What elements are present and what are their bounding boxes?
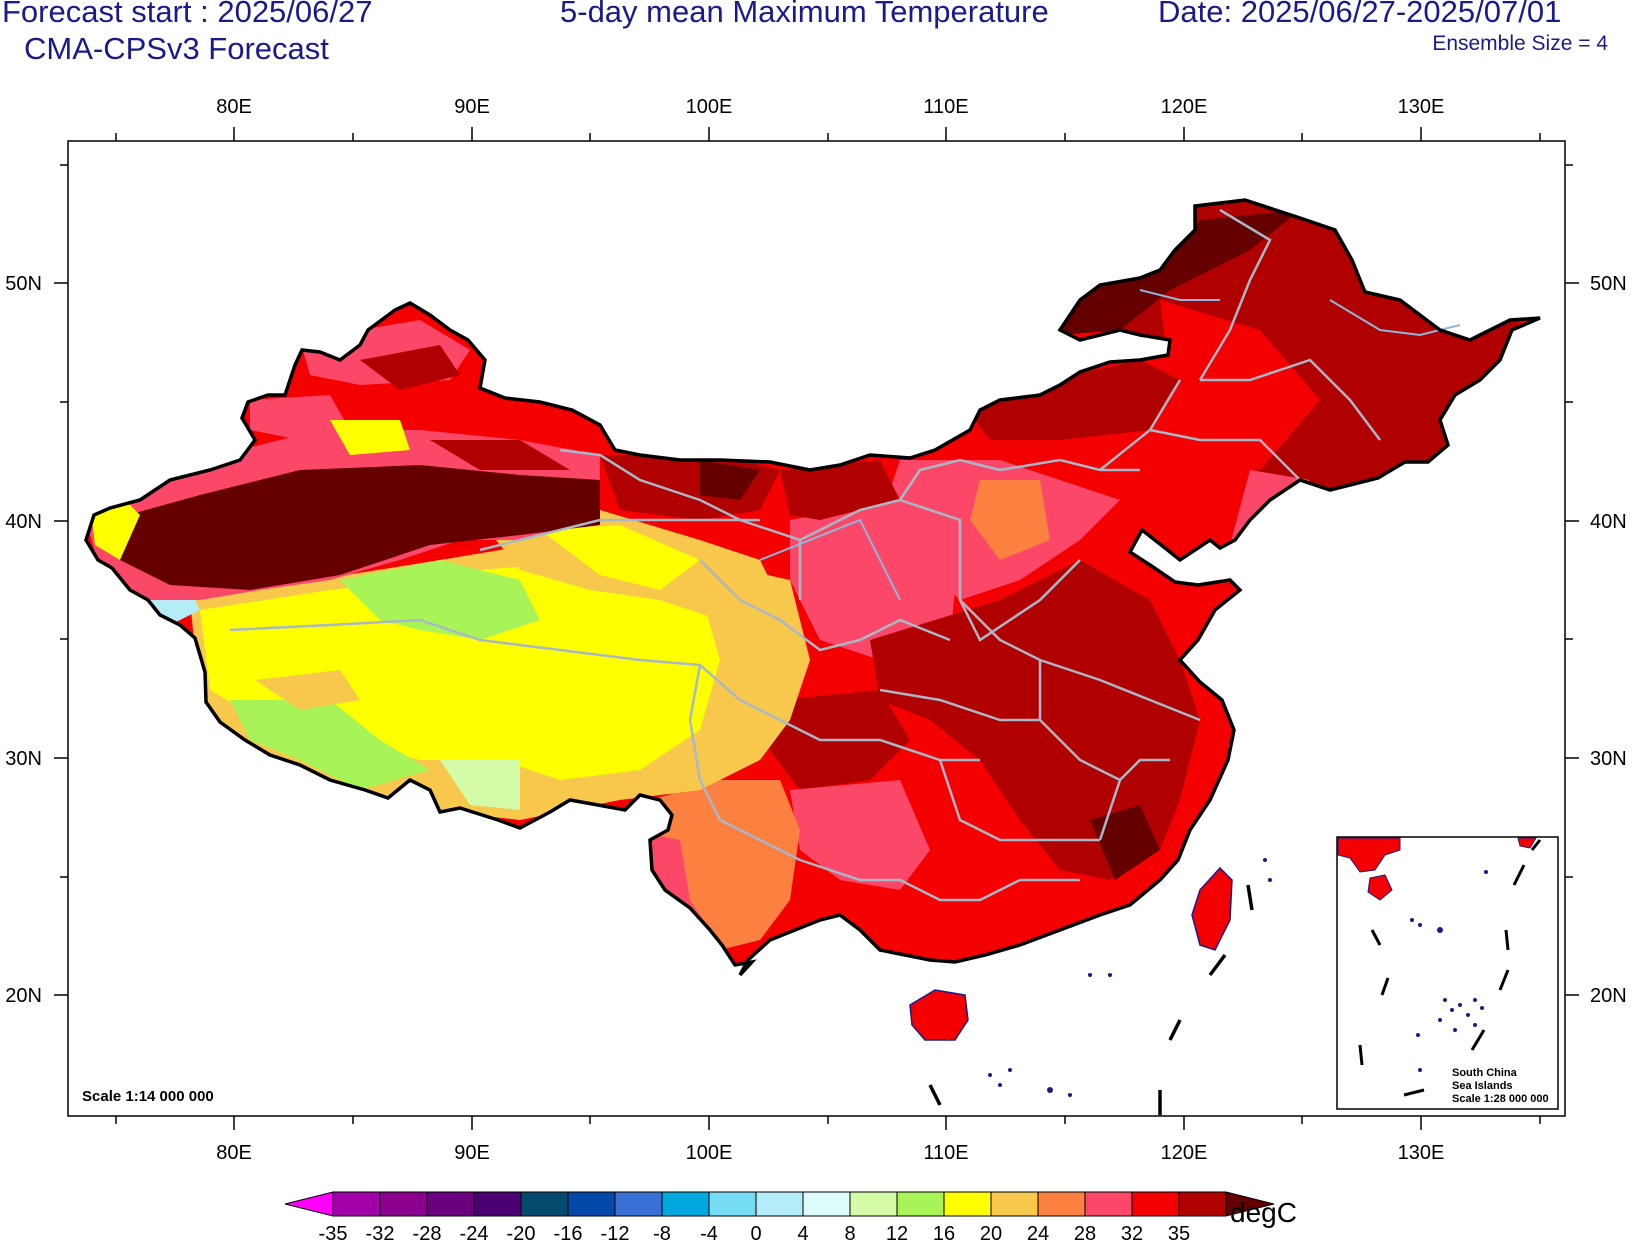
lat-label: 20N: [1590, 985, 1627, 1007]
colorbar-swatch: [567, 1191, 616, 1217]
colorbar-swatch: [614, 1191, 663, 1217]
lon-label: 100E: [686, 96, 733, 118]
lat-label: 40N: [1590, 511, 1627, 533]
colorbar-level-label: -24: [460, 1223, 489, 1241]
colorbar-level-label: 4: [797, 1223, 808, 1241]
colorbar-swatch: [661, 1191, 710, 1217]
hainan-island: [909, 989, 969, 1041]
colorbar-level-label: -8: [653, 1223, 671, 1241]
colorbar-swatch: [1178, 1191, 1227, 1217]
colorbar-level-label: -12: [601, 1223, 630, 1241]
colorbar-level-label: 12: [886, 1223, 908, 1241]
colorbar-swatch: [1037, 1191, 1086, 1217]
colorbar-level-label: 35: [1168, 1223, 1190, 1241]
colorbar-swatch: [990, 1191, 1039, 1217]
colorbar-level-label: 0: [750, 1223, 761, 1241]
colorbar-swatch: [802, 1191, 851, 1217]
lon-label: 130E: [1398, 1142, 1445, 1164]
lat-label: 50N: [1590, 273, 1627, 295]
lon-labels-bottom: 80E 90E 100E 110E 120E 130E: [216, 1142, 1444, 1164]
colorbar-level-label: 8: [844, 1223, 855, 1241]
colorbar-level-label: -16: [554, 1223, 583, 1241]
inset-subtitle: Sea Islands: [1452, 1080, 1513, 1092]
colorbar-level-label: -32: [366, 1223, 395, 1241]
lon-label: 100E: [686, 1142, 733, 1164]
colorbar-swatch: [896, 1191, 945, 1217]
map-title: 5-day mean Maximum Temperature: [560, 0, 1049, 29]
colorbar-level-label: 20: [980, 1223, 1002, 1241]
colorbar-level-label: 24: [1027, 1223, 1049, 1241]
colorbar-swatch: [332, 1191, 381, 1217]
model-label: CMA-CPSv3 Forecast: [24, 31, 329, 66]
colorbar-swatch: [1225, 1191, 1275, 1217]
date-range-label: Date: 2025/06/27-2025/07/01: [1158, 0, 1562, 29]
inset-scale: Scale 1:28 000 000: [1452, 1093, 1549, 1105]
taiwan-island: [1191, 866, 1233, 951]
lon-label: 90E: [454, 96, 490, 118]
lon-label: 110E: [923, 96, 968, 118]
colorbar-level-label: 16: [933, 1223, 955, 1241]
colorbar-swatch: [943, 1191, 992, 1217]
colorbar-unit: degC: [1230, 1197, 1297, 1228]
lon-label: 90E: [454, 1142, 490, 1164]
lat-label: 40N: [5, 511, 42, 533]
lat-label: 50N: [5, 273, 42, 295]
colorbar-level-label: 28: [1074, 1223, 1096, 1241]
ensemble-size-label: Ensemble Size = 4: [1432, 32, 1608, 55]
colorbar-level-label: -35: [319, 1223, 348, 1241]
colorbar-swatch: [1084, 1191, 1133, 1217]
colorbar-level-label: -28: [413, 1223, 442, 1241]
lat-label: 30N: [5, 748, 42, 770]
lat-labels-left: 50N 40N 30N 20N: [5, 273, 42, 1007]
lat-labels-right: 50N 40N 30N 20N: [1590, 273, 1627, 1007]
colorbar-swatch: [520, 1191, 569, 1217]
sea-boundary-dashes: [928, 884, 1254, 1115]
colorbar-swatch: [284, 1191, 334, 1217]
lon-label: 120E: [1161, 1142, 1208, 1164]
inset-title: South China: [1452, 1067, 1518, 1079]
colorbar-swatch: [473, 1191, 522, 1217]
colorbar-swatch: [755, 1191, 804, 1217]
colorbar: -35 -32 -28 -24 -20 -16 -12 -8 -4 0 4 8 12 16 20 24 28 32…: [284, 1191, 1275, 1241]
colorbar-level-label: -4: [700, 1223, 718, 1241]
lon-label: 80E: [216, 1142, 252, 1164]
forecast-start-label: Forecast start : 2025/06/27: [2, 0, 373, 29]
lat-label: 20N: [5, 985, 42, 1007]
lon-label: 120E: [1161, 96, 1208, 118]
lon-label: 110E: [923, 1142, 968, 1164]
colorbar-level-label: -20: [507, 1223, 536, 1241]
south-china-sea-inset: South China Sea Islands Scale 1:28 000 0…: [1336, 836, 1559, 1110]
colorbar-swatch: [379, 1191, 428, 1217]
lon-labels-top: 80E 90E 100E 110E 120E 130E: [216, 96, 1444, 118]
province-boundaries: [229, 208, 1381, 902]
lon-label: 130E: [1398, 96, 1445, 118]
small-islands: [988, 858, 1272, 1097]
frame-ticks: [54, 127, 1579, 1130]
colorbar-level-label: 32: [1121, 1223, 1143, 1241]
lon-label: 80E: [216, 96, 252, 118]
scale-label: Scale 1:14 000 000: [82, 1088, 214, 1105]
colorbar-swatch: [1131, 1191, 1180, 1217]
colorbar-swatch: [708, 1191, 757, 1217]
colorbar-swatch: [426, 1191, 475, 1217]
lat-label: 30N: [1590, 748, 1627, 770]
colorbar-swatch: [849, 1191, 898, 1217]
